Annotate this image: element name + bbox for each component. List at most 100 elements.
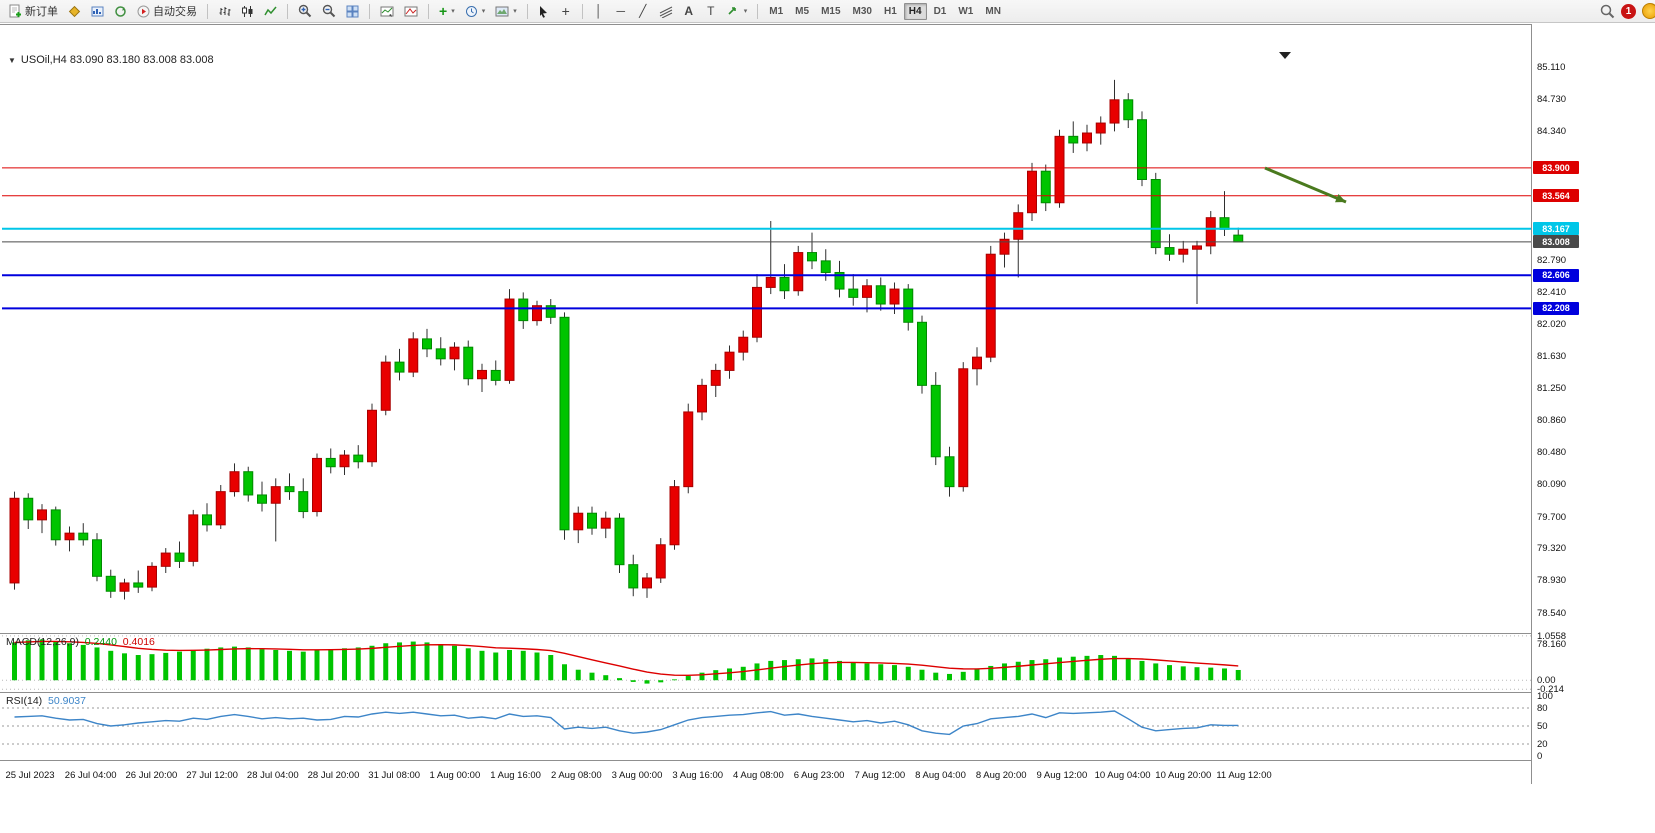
timeframe-button-M30[interactable]: M30 bbox=[852, 5, 872, 17]
candle-body bbox=[463, 346, 474, 380]
candle-body bbox=[889, 288, 900, 305]
horizontal-line-icon: ─ bbox=[616, 4, 625, 18]
bar-chart-icon bbox=[219, 6, 231, 16]
timeframe-button-W1[interactable]: W1 bbox=[958, 5, 974, 17]
price-axis-tick: 78.160 bbox=[1537, 639, 1567, 651]
macd-indicator-label: MACD(12,26,9) 0.2440 0.4016 bbox=[6, 636, 155, 648]
panel-separator[interactable] bbox=[0, 692, 1655, 693]
trendline-tool-button[interactable]: ╱ bbox=[633, 2, 653, 21]
date-axis-label: 26 Jul 20:00 bbox=[125, 770, 178, 781]
candle-body bbox=[642, 577, 652, 589]
candle-body bbox=[133, 582, 144, 588]
macd-chart-svg[interactable] bbox=[2, 634, 1531, 692]
candle-body bbox=[490, 369, 501, 381]
timeframe-button-M5[interactable]: M5 bbox=[795, 5, 810, 17]
price-badge-support: 82.606 bbox=[1533, 268, 1579, 282]
help-icon[interactable] bbox=[1642, 3, 1655, 19]
add-indicator-button[interactable]: + ▾ bbox=[435, 2, 459, 21]
date-axis-label: 7 Aug 12:00 bbox=[854, 770, 906, 781]
macd-signal-line bbox=[14, 640, 1239, 677]
timeframe-button-H1[interactable]: H1 bbox=[883, 5, 897, 17]
candle-body bbox=[985, 253, 996, 358]
auto-trading-button[interactable]: 自动交易 bbox=[133, 2, 201, 21]
rsi-indicator-label: RSI(14) 50.9037 bbox=[6, 695, 86, 707]
candle-body bbox=[903, 288, 914, 323]
date-axis-label: 1 Aug 16:00 bbox=[490, 770, 541, 781]
indicator-list-button[interactable] bbox=[400, 2, 422, 21]
timeframe-button-H4[interactable]: H4 bbox=[903, 2, 927, 20]
date-axis-label: 26 Jul 04:00 bbox=[64, 770, 117, 781]
tile-windows-button[interactable] bbox=[342, 2, 363, 21]
search-icon[interactable] bbox=[1600, 4, 1615, 19]
candle-body bbox=[435, 348, 446, 360]
candlestick-mode-button[interactable] bbox=[237, 2, 258, 21]
horizontal-line-tool-button[interactable]: ─ bbox=[611, 2, 631, 21]
price-axis-tick: 82.410 bbox=[1537, 286, 1567, 298]
candle-body bbox=[1178, 248, 1189, 255]
candle-body bbox=[765, 276, 776, 288]
market-watch-button[interactable] bbox=[87, 2, 108, 21]
candlestick-icon bbox=[242, 5, 253, 17]
new-order-button[interactable]: 新订单 bbox=[5, 2, 62, 21]
price-chart-svg[interactable] bbox=[2, 50, 1531, 656]
vertical-line-tool-button[interactable]: │ bbox=[589, 2, 609, 21]
date-axis-label: 8 Aug 20:00 bbox=[975, 770, 1027, 781]
price-axis-tick: 79.320 bbox=[1537, 543, 1567, 555]
timeframe-button-MN[interactable]: MN bbox=[985, 5, 1001, 17]
candle-body bbox=[504, 298, 515, 381]
candle-body bbox=[174, 552, 185, 562]
template-button[interactable]: ▾ bbox=[491, 2, 521, 21]
cursor-tool-button[interactable] bbox=[534, 2, 554, 21]
fibonacci-tool-button[interactable] bbox=[655, 2, 677, 21]
candle-body bbox=[724, 351, 735, 371]
toolbar-separator bbox=[369, 3, 370, 19]
notification-badge[interactable]: 1 bbox=[1621, 3, 1636, 19]
rsi-chart-svg[interactable] bbox=[2, 693, 1531, 760]
collapse-triangle-icon[interactable]: ▼ bbox=[8, 55, 16, 65]
symbol-ohlc-readout: USOil,H4 83.090 83.180 83.008 83.008 bbox=[20, 54, 214, 66]
rsi-axis-label: 50 bbox=[1537, 721, 1548, 732]
bar-chart-mode-button[interactable] bbox=[214, 2, 235, 21]
price-axis-tick: 84.730 bbox=[1537, 93, 1567, 105]
timeframe-button-M1[interactable]: M1 bbox=[769, 5, 784, 17]
candle-body bbox=[655, 544, 666, 579]
candle-body bbox=[1082, 132, 1092, 144]
arrows-tool-button[interactable]: ▾ bbox=[723, 2, 752, 21]
candle-body bbox=[243, 471, 254, 496]
refresh-button[interactable] bbox=[110, 2, 131, 21]
indicator-list-icon bbox=[404, 6, 418, 16]
line-chart-mode-button[interactable] bbox=[260, 2, 281, 21]
candle-body bbox=[367, 409, 377, 463]
chevron-down-icon: ▾ bbox=[451, 8, 455, 15]
candle-body bbox=[1205, 217, 1216, 247]
date-axis: 25 Jul 2023 26 Jul 04:00 26 Jul 20:00 27 Ju… bbox=[2, 761, 1531, 789]
candle-body bbox=[697, 384, 707, 413]
candle-body bbox=[23, 497, 34, 521]
candle-body bbox=[202, 514, 212, 526]
candle-body bbox=[119, 582, 130, 592]
trend-arrow-annotation[interactable] bbox=[1264, 166, 1347, 204]
period-selector-button[interactable]: ▾ bbox=[461, 2, 490, 21]
candle-body bbox=[518, 298, 529, 322]
timeframe-button-D1[interactable]: D1 bbox=[933, 5, 947, 17]
candle-body bbox=[92, 539, 102, 577]
zoom-out-button[interactable] bbox=[318, 2, 340, 21]
crosshair-tool-button[interactable]: + bbox=[556, 2, 576, 21]
indicator-window-button[interactable] bbox=[376, 2, 398, 21]
auto-trading-icon bbox=[137, 5, 150, 17]
candle-body bbox=[944, 456, 955, 488]
candle-body bbox=[422, 338, 432, 350]
timeframe-button-M15[interactable]: M15 bbox=[821, 5, 841, 17]
text-tool-button[interactable]: A bbox=[679, 2, 699, 21]
candle-body bbox=[1233, 234, 1244, 243]
rsi-axis-label: 0 bbox=[1537, 751, 1543, 762]
candle-body bbox=[779, 276, 790, 292]
zoom-in-button[interactable] bbox=[294, 2, 316, 21]
new-order-label: 新订单 bbox=[25, 6, 58, 18]
scroll-position-marker[interactable] bbox=[1279, 52, 1291, 59]
chart-profiles-button[interactable] bbox=[64, 2, 85, 21]
toolbar-separator bbox=[581, 3, 583, 19]
label-tool-button[interactable]: T bbox=[701, 2, 721, 21]
candle-body bbox=[930, 384, 941, 458]
panel-separator[interactable] bbox=[0, 633, 1655, 634]
